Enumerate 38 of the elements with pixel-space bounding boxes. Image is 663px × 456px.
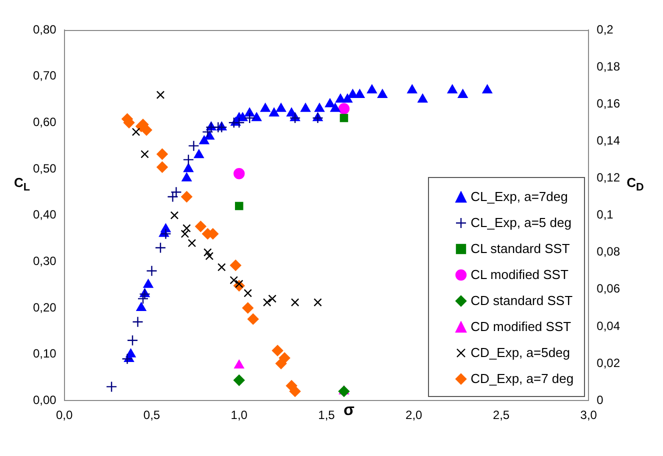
y-tick-label: 0,30 — [32, 254, 57, 268]
legend-label: CL modified SST — [470, 267, 568, 282]
x-tick-label: 2,5 — [492, 408, 510, 422]
legend-label: CL_Exp, a=7deg — [470, 189, 568, 204]
x-tick-label: 3,0 — [580, 408, 598, 422]
y-tick-label: 0,60 — [32, 114, 57, 129]
y-tick-label: 0,70 — [32, 68, 57, 83]
y2-tick-label: 0,06 — [596, 282, 620, 296]
y2-tick-label: 0,16 — [596, 96, 620, 110]
y-tick-label: 0,00 — [32, 392, 57, 407]
legend-label: CD standard SST — [470, 293, 573, 308]
legend-label: CD modified SST — [470, 319, 572, 334]
y2-tick-label: 0 — [596, 392, 604, 407]
y-tick-label: 0,50 — [32, 161, 57, 176]
y2-tick-label: 0,12 — [596, 170, 620, 185]
y2-tick-label: 0,08 — [596, 244, 620, 259]
x-tick-label: 0,5 — [143, 408, 160, 422]
y2-axis-title: C$_{D}$ — [626, 175, 644, 194]
x-tick-label: 2,0 — [406, 408, 423, 422]
y-tick-label: 0,80 — [32, 22, 57, 36]
y2-tick-label: 0,02 — [596, 356, 620, 370]
y2-tick-label: 0,04 — [596, 318, 620, 333]
y2-tick-label: 0,18 — [596, 59, 620, 74]
legend-label: CD_Exp, a=5deg — [470, 345, 570, 360]
x-tick-label: 0,0 — [56, 408, 74, 422]
x-tick-label: 1,5 — [318, 408, 336, 422]
legend-label: CD_Exp, a=7 deg — [470, 371, 574, 386]
y-tick-label: 0,20 — [32, 300, 57, 314]
y2-tick-label: 0,2 — [596, 22, 614, 36]
x-axis-title: σ — [343, 402, 354, 420]
legend-label: CL standard SST — [470, 241, 570, 256]
y-tick-label: 0,10 — [32, 346, 57, 361]
x-tick-label: 1,0 — [230, 408, 248, 422]
legend-label: CL_Exp, a=5 deg — [470, 215, 572, 230]
y-tick-label: 0,40 — [32, 208, 57, 222]
y2-tick-label: 0,1 — [596, 208, 614, 222]
y-axis-title: C$_{L}$ — [14, 175, 30, 194]
y2-tick-label: 0,14 — [596, 133, 620, 148]
